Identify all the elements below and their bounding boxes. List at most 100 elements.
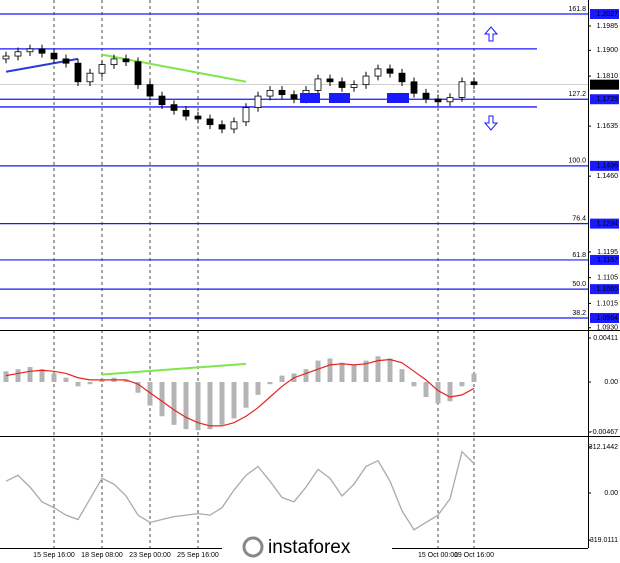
level-value: 1.2027 bbox=[597, 11, 619, 18]
candle-body bbox=[98, 64, 106, 74]
histogram-bar bbox=[387, 358, 393, 383]
histogram-bar bbox=[399, 369, 405, 383]
histogram-bar bbox=[171, 382, 177, 425]
histogram-bar bbox=[267, 382, 273, 385]
histogram-bar bbox=[183, 382, 189, 430]
histogram-bar bbox=[27, 367, 33, 383]
candle-body bbox=[326, 78, 334, 83]
histogram-bar bbox=[339, 362, 345, 383]
level-ratio: 50.0 bbox=[572, 281, 586, 288]
histogram-bar bbox=[219, 382, 225, 425]
histogram-bar bbox=[231, 382, 237, 419]
arrow-down bbox=[483, 115, 499, 131]
zone bbox=[387, 93, 409, 103]
level-box bbox=[590, 9, 619, 20]
x-tick-label: 15 Oct 00:00 bbox=[418, 552, 458, 559]
candle-body bbox=[194, 115, 202, 120]
watermark: instaforex bbox=[222, 528, 392, 563]
histogram-bar bbox=[375, 356, 381, 383]
histogram-bar bbox=[351, 364, 357, 383]
signal-line bbox=[5, 358, 475, 427]
candle-body bbox=[446, 97, 454, 103]
candle-body bbox=[14, 51, 22, 57]
y-tick-label: 1.1195 bbox=[597, 249, 618, 256]
watermark-box bbox=[222, 528, 392, 563]
candle-body bbox=[434, 98, 442, 103]
histogram-bar bbox=[279, 375, 285, 383]
histogram-bar bbox=[39, 369, 45, 383]
candle-body bbox=[398, 72, 406, 83]
level-box bbox=[590, 254, 619, 265]
current-price-label: 1.1780 bbox=[597, 81, 619, 88]
histogram-bar bbox=[411, 382, 417, 387]
histogram-bar bbox=[459, 382, 465, 387]
candle-body bbox=[218, 124, 226, 130]
candle-body bbox=[26, 48, 34, 53]
y-tick-label: 1.1635 bbox=[597, 123, 619, 130]
level-value: 1.1167 bbox=[597, 257, 618, 264]
watermark-logo bbox=[242, 536, 264, 558]
histogram-bar bbox=[303, 369, 309, 383]
candle-body bbox=[170, 104, 178, 111]
histogram-bar bbox=[123, 379, 129, 383]
y-tick-label: 1.1985 bbox=[597, 23, 619, 30]
candle-body bbox=[422, 92, 430, 100]
level-value: 1.1496 bbox=[597, 163, 619, 170]
x-tick-label: 19 Oct 16:00 bbox=[454, 552, 494, 559]
histogram-bar bbox=[75, 382, 81, 387]
level-value: 1.0964 bbox=[597, 315, 619, 322]
y-tick-label: 1.1015 bbox=[597, 300, 619, 307]
x-tick-label: 23 Sep 00:00 bbox=[129, 552, 171, 559]
level-value: 1.1294 bbox=[597, 220, 619, 227]
candle-body bbox=[158, 95, 166, 106]
histogram-bar bbox=[87, 382, 93, 385]
level-ratio: 61.8 bbox=[572, 252, 586, 259]
x-tick-label: 18 Sep 08:00 bbox=[81, 552, 123, 559]
candle-body bbox=[338, 81, 346, 88]
level-ratio: 38.2 bbox=[572, 310, 586, 317]
y-tick-label: 1.1460 bbox=[597, 173, 619, 180]
y-tick-label: 1.0930 bbox=[597, 325, 619, 332]
candle-body bbox=[50, 52, 58, 60]
cci-line bbox=[5, 450, 475, 531]
trend-line bbox=[101, 362, 247, 376]
histogram-bar bbox=[255, 382, 261, 395]
histogram-bar bbox=[51, 373, 57, 383]
y-tick-label: 1.1900 bbox=[597, 47, 619, 54]
histogram-bar bbox=[471, 373, 477, 383]
arrow-up bbox=[483, 26, 499, 42]
y-tick-label: 312.1442 bbox=[589, 444, 618, 451]
level-ratio: 127.2 bbox=[568, 91, 586, 98]
histogram-bar bbox=[327, 358, 333, 383]
histogram-bar bbox=[135, 382, 141, 393]
candle-body bbox=[314, 78, 322, 91]
candle-body bbox=[410, 81, 418, 94]
y-tick-label: -0.00467 bbox=[590, 429, 618, 436]
histogram-bar bbox=[15, 369, 21, 383]
histogram-bar bbox=[195, 382, 201, 431]
candle-body bbox=[62, 58, 70, 64]
histogram-bar bbox=[3, 371, 9, 383]
candle-body bbox=[350, 84, 358, 88]
level-value: 1.1729 bbox=[597, 96, 619, 103]
candle-body bbox=[362, 75, 370, 86]
candle-body bbox=[146, 84, 154, 97]
candle-body bbox=[86, 72, 94, 83]
candle-body bbox=[242, 107, 250, 123]
x-tick-label: 15 Sep 16:00 bbox=[33, 552, 75, 559]
histogram-bar bbox=[363, 360, 369, 383]
candle-body bbox=[122, 58, 130, 63]
histogram-bar bbox=[99, 379, 105, 383]
candle-body bbox=[278, 89, 286, 96]
level-box bbox=[590, 312, 619, 323]
candle-body bbox=[290, 94, 298, 100]
histogram-bar bbox=[315, 360, 321, 383]
y-tick-label: 0.00 bbox=[604, 490, 618, 497]
candle-body bbox=[110, 58, 118, 66]
histogram-bar bbox=[147, 382, 153, 406]
histogram-bar bbox=[243, 382, 249, 408]
candle-body bbox=[266, 89, 274, 97]
level-ratio: 161.8 bbox=[568, 6, 586, 13]
candle-body bbox=[134, 61, 142, 86]
candle-body bbox=[386, 68, 394, 74]
